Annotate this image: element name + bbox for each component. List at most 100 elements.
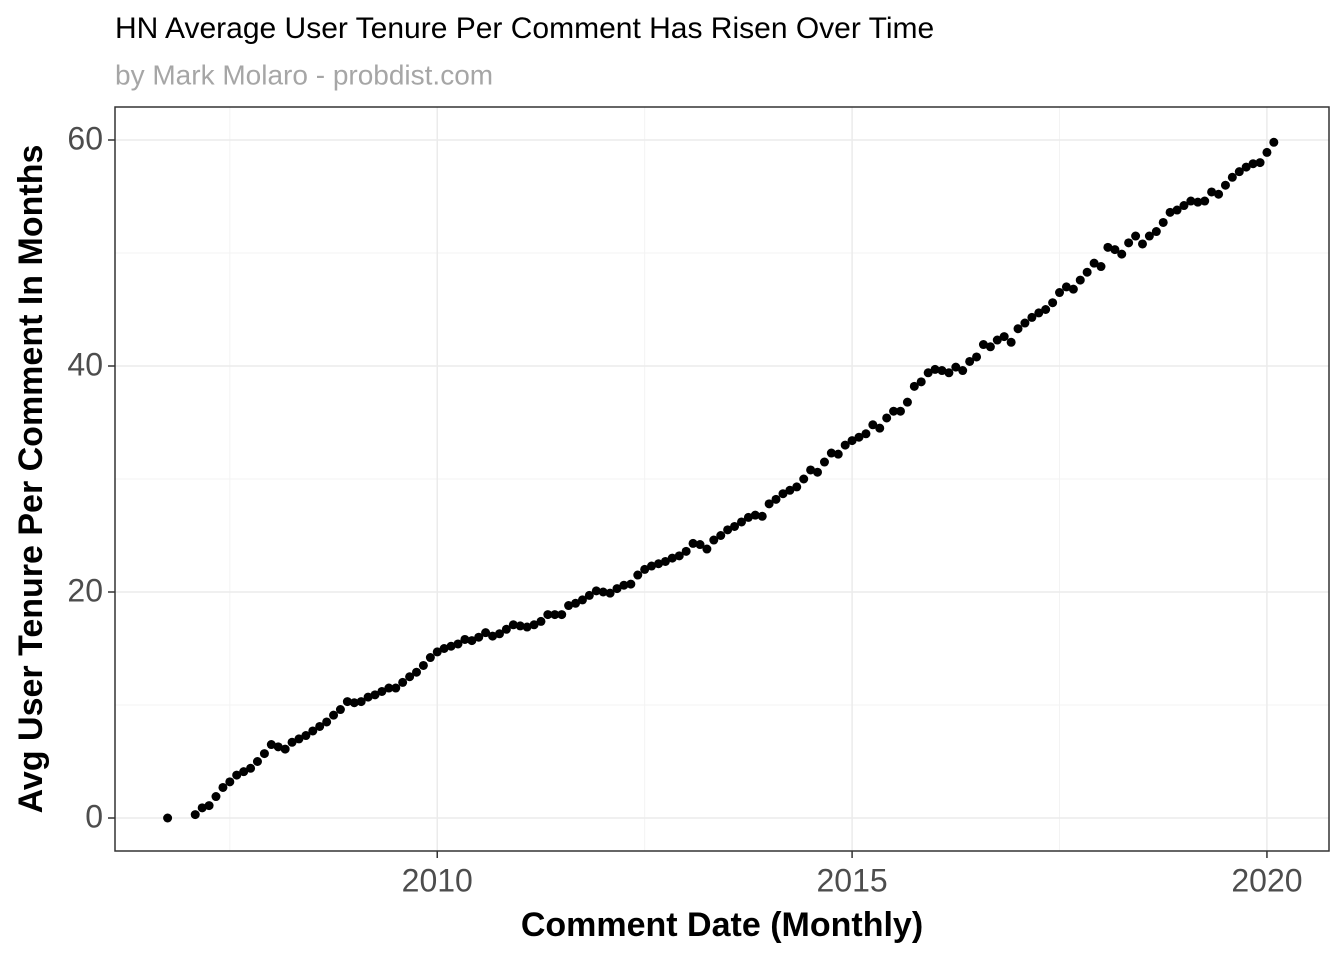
point [439, 644, 449, 654]
point [342, 697, 352, 707]
point [259, 749, 269, 759]
point [889, 406, 899, 416]
point [1179, 201, 1189, 211]
point [840, 440, 850, 450]
point [294, 734, 304, 744]
point [584, 590, 594, 600]
point [819, 457, 829, 467]
point [1214, 189, 1224, 199]
point [875, 423, 885, 433]
point [356, 697, 366, 707]
point [833, 449, 843, 459]
point [529, 620, 539, 630]
point [349, 698, 359, 708]
panel-border [114, 106, 1330, 852]
point [536, 616, 546, 626]
point [978, 340, 988, 350]
y-axis-title: Avg User Tenure Per Comment In Months [12, 145, 50, 814]
point [799, 474, 809, 484]
point [232, 770, 242, 780]
point [190, 810, 200, 820]
point [280, 744, 290, 754]
point [695, 540, 705, 550]
point [771, 494, 781, 504]
point [1137, 239, 1147, 249]
point [1096, 262, 1106, 272]
point [951, 362, 961, 372]
y-tick-label: 60 [67, 120, 103, 156]
point [329, 710, 339, 720]
point [453, 639, 463, 649]
x-axis-title: Comment Date (Monthly) [521, 906, 923, 944]
chart-title: HN Average User Tenure Per Comment Has R… [115, 12, 934, 45]
point [944, 368, 954, 378]
point [322, 717, 332, 727]
point [992, 335, 1002, 345]
point [667, 553, 677, 563]
point [937, 366, 947, 376]
x-tick-label: 2015 [817, 862, 888, 898]
point [633, 570, 643, 580]
point [930, 364, 940, 374]
point [902, 397, 912, 407]
point [432, 647, 442, 657]
point [163, 813, 173, 823]
point [716, 531, 726, 541]
point [826, 448, 836, 458]
point [335, 705, 345, 715]
point [522, 622, 532, 632]
point [412, 667, 422, 677]
point [266, 740, 276, 750]
point [1158, 217, 1168, 227]
point [557, 610, 567, 620]
point [1220, 180, 1230, 190]
point [1151, 227, 1161, 237]
point [688, 538, 698, 548]
point [736, 517, 746, 527]
point [640, 564, 650, 574]
point [315, 721, 325, 731]
point [1200, 196, 1210, 206]
point [391, 683, 401, 693]
point [398, 677, 408, 687]
point [647, 561, 657, 571]
point [1013, 324, 1023, 334]
point [446, 641, 456, 651]
point [674, 551, 684, 561]
point [1227, 172, 1237, 182]
point [923, 368, 933, 378]
point [612, 584, 622, 594]
point [1034, 308, 1044, 318]
point [197, 803, 207, 813]
point [239, 767, 249, 777]
y-tick-label: 0 [85, 798, 103, 834]
point [778, 489, 788, 499]
x-tick-label: 2020 [1231, 862, 1302, 898]
point [854, 432, 864, 442]
point [1055, 288, 1065, 298]
point [550, 610, 560, 620]
point [1269, 137, 1279, 147]
point [1103, 242, 1113, 252]
point [1041, 304, 1051, 314]
point [273, 742, 283, 752]
point [605, 588, 615, 598]
point [384, 683, 394, 693]
point [882, 413, 892, 423]
point [764, 499, 774, 509]
point [1117, 249, 1127, 259]
point [965, 356, 975, 366]
point [488, 631, 498, 641]
point [218, 782, 228, 792]
point [598, 587, 608, 597]
point [1075, 275, 1085, 285]
point [972, 352, 982, 362]
point [1082, 267, 1092, 277]
point [681, 546, 691, 556]
point [999, 332, 1009, 342]
y-tick-label: 20 [67, 572, 103, 608]
point [481, 628, 491, 638]
point [1006, 337, 1016, 347]
point [1068, 284, 1078, 294]
